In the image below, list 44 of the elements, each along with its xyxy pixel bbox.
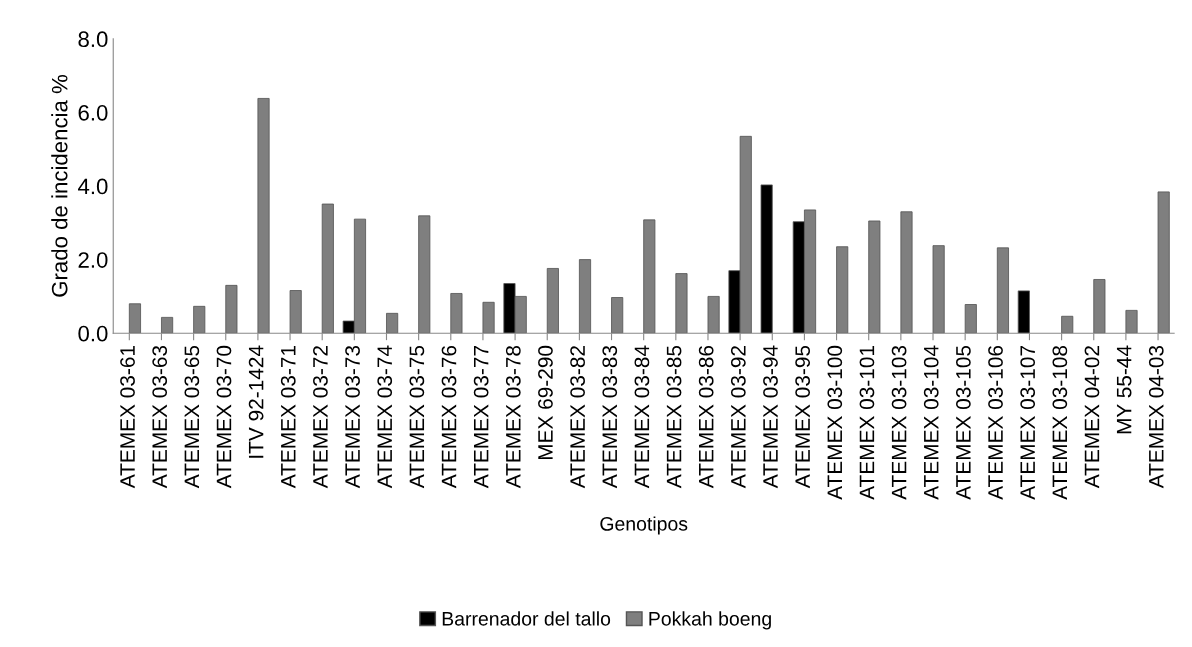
x-tick-label: ATEMEX 03-78 xyxy=(505,345,521,489)
x-tick-label: ATEMEX 03-106 xyxy=(988,345,1003,500)
legend-label: Barrenador del tallo xyxy=(442,611,611,626)
x-axis-title: Genotipos xyxy=(600,516,688,535)
y-tick-label: 0.0 xyxy=(78,325,108,342)
y-tick-label: 2.0 xyxy=(78,252,108,268)
x-tick-label: ATEMEX 03-94 xyxy=(763,345,778,489)
x-tick-label: ATEMEX 03-76 xyxy=(441,345,457,489)
x-tick-label: ATEMEX 03-72 xyxy=(313,346,328,489)
x-tick-label: ATEMEX 03-71 xyxy=(280,346,296,489)
y-axis-title: Grado de incidencia % xyxy=(51,75,68,297)
x-tick-label: ATEMEX 04-02 xyxy=(1084,346,1100,489)
x-tick-label: ATEMEX 03-70 xyxy=(216,345,232,489)
x-tick-label: ATEMEX 03-105 xyxy=(956,345,971,500)
x-tick-label: ATEMEX 03-77 xyxy=(473,346,489,489)
x-tick-label: ATEMEX 03-65 xyxy=(184,345,200,489)
x-tick-label: ATEMEX 03-103 xyxy=(891,345,907,500)
x-tick-label: ATEMEX 03-108 xyxy=(1052,345,1068,500)
y-tick-label: 8.0 xyxy=(78,31,108,48)
x-tick-label: ATEMEX 03-84 xyxy=(634,345,650,489)
x-tick-label: ATEMEX 03-85 xyxy=(666,345,682,489)
x-tick-label: ITV 92-1424 xyxy=(248,345,264,458)
legend-label: Pokkah boeng xyxy=(649,611,771,630)
x-tick-label: MEX 69-290 xyxy=(538,345,553,460)
x-tick-label: ATEMEX 04-03 xyxy=(1148,345,1164,489)
x-tick-label: ATEMEX 03-104 xyxy=(923,345,939,500)
x-tick-label: ATEMEX 03-73 xyxy=(345,345,360,489)
x-tick-label: ATEMEX 03-75 xyxy=(409,345,425,489)
bar xyxy=(760,184,773,334)
x-tick-label: ATEMEX 03-63 xyxy=(152,345,168,489)
bar xyxy=(1017,290,1030,334)
x-tick-label: ATEMEX 03-107 xyxy=(1020,346,1036,500)
x-tick-label: MY 55-44 xyxy=(1116,345,1132,434)
x-tick-label: ATEMEX 03-61 xyxy=(120,346,135,489)
x-tick-label: ATEMEX 03-101 xyxy=(859,346,875,500)
y-tick-label: 6.0 xyxy=(78,104,108,121)
x-tick-label: ATEMEX 03-74 xyxy=(377,345,393,489)
y-tick-label: 4.0 xyxy=(78,178,108,195)
x-tick-label: ATEMEX 03-83 xyxy=(602,345,618,489)
x-tick-label: ATEMEX 03-82 xyxy=(570,346,585,489)
x-tick-label: ATEMEX 03-95 xyxy=(795,345,811,489)
x-tick-label: ATEMEX 03-92 xyxy=(730,346,746,489)
x-tick-label: ATEMEX 03-86 xyxy=(698,345,714,489)
x-tick-label: ATEMEX 03-100 xyxy=(827,345,843,500)
